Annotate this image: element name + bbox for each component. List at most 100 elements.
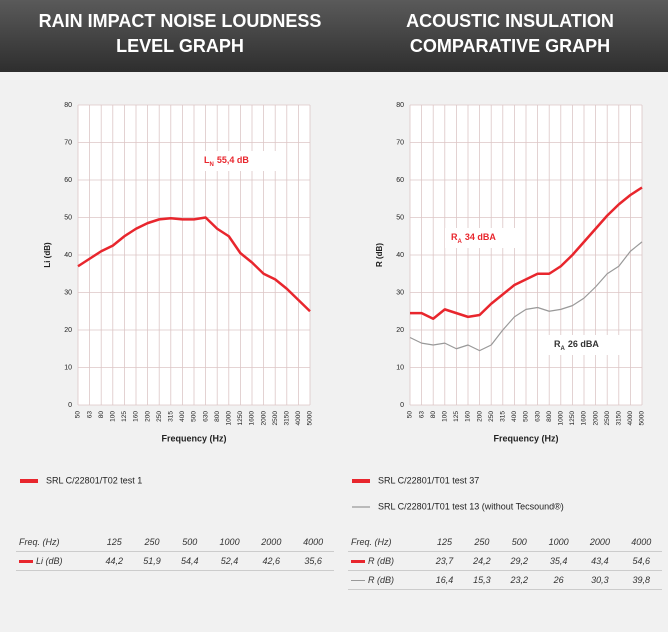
x-tick-label: 3150 — [616, 411, 623, 426]
x-tick-label: 125 — [453, 411, 460, 422]
table-header: Freq. (Hz) 125 250 500 1000 2000 4000 — [16, 533, 334, 552]
annotation-box — [445, 228, 525, 248]
cell: 43,4 — [579, 551, 621, 571]
cell: 42,6 — [250, 551, 293, 571]
y-tick-label: 80 — [64, 102, 72, 109]
row-label: R (dB) — [368, 556, 395, 566]
y-tick-label: 60 — [64, 177, 72, 184]
x-tick-label: 125 — [121, 411, 128, 422]
header-cell: 2000 — [250, 533, 293, 552]
x-tick-label: 100 — [110, 411, 117, 422]
header-cell: 1000 — [208, 533, 251, 552]
cell: 23,7 — [425, 551, 464, 571]
x-tick-label: 80 — [430, 411, 437, 419]
annotation-rest: 55,4 dB — [217, 155, 250, 165]
x-tick-label: 1600 — [581, 411, 588, 426]
x-tick-label: 4000 — [627, 411, 634, 426]
y-tick-label: 20 — [64, 327, 72, 334]
header-cell: 4000 — [292, 533, 334, 552]
y-tick-label: 70 — [396, 139, 404, 146]
x-tick-label: 250 — [488, 411, 495, 422]
header-label: Freq. (Hz) — [16, 533, 96, 552]
table-row: R (dB) 23,7 24,2 29,2 35,4 43,4 54,6 — [348, 551, 662, 571]
annotation-main: R — [554, 339, 561, 349]
x-tick-label: 4000 — [295, 411, 302, 426]
data-table: Freq. (Hz) 125 250 500 1000 2000 4000 R (dB) 23,… — [348, 533, 662, 590]
chart-title: COMPARATIVE GRAPH — [410, 36, 610, 56]
x-tick-label: 63 — [86, 411, 93, 419]
cell: 54,6 — [620, 551, 662, 571]
header-cell: 4000 — [620, 533, 662, 552]
y-tick-label: 40 — [64, 252, 72, 259]
data-table: Freq. (Hz) 125 250 500 1000 2000 4000 Li (dB) 44… — [16, 533, 334, 571]
x-tick-label: 400 — [511, 411, 518, 422]
x-tick-label: 630 — [534, 411, 541, 422]
annotation-sub: N — [210, 162, 214, 168]
series-line — [77, 216, 311, 313]
y-tick-label: 0 — [400, 402, 404, 409]
x-tick-label: 1250 — [237, 411, 244, 426]
annotation-sub: A — [561, 346, 566, 352]
row-marker — [351, 560, 365, 564]
x-tick-label: 3150 — [284, 411, 291, 426]
cell: 15,3 — [463, 570, 501, 590]
x-tick-label: 5000 — [639, 411, 646, 426]
x-tick-label: 50 — [75, 411, 82, 419]
x-tick-label: 500 — [191, 411, 198, 422]
header-cell: 2000 — [579, 533, 621, 552]
cell: 30,3 — [579, 570, 621, 590]
cell: 54,4 — [170, 551, 209, 571]
annotation-main: R — [451, 232, 458, 242]
cell: 23,2 — [500, 570, 538, 590]
series-line — [410, 186, 643, 320]
x-tick-label: 2500 — [272, 411, 279, 426]
header-cell: 500 — [500, 533, 538, 552]
x-tick-label: 630 — [202, 411, 209, 422]
x-tick-label: 160 — [465, 411, 472, 422]
x-tick-label: 1000 — [558, 411, 565, 426]
x-tick-label: 200 — [476, 411, 483, 422]
y-tick-label: 50 — [64, 214, 72, 221]
legend-label: SRL C/22801/T01 test 37 — [378, 475, 479, 485]
x-tick-label: 63 — [418, 411, 425, 419]
cell: 26 — [537, 570, 580, 590]
x-tick-label: 2000 — [592, 411, 599, 426]
y-tick-label: 50 — [396, 214, 404, 221]
cell: 35,4 — [537, 551, 580, 571]
header-cell: 250 — [463, 533, 501, 552]
x-tick-label: 2000 — [260, 411, 267, 426]
cell: 35,6 — [292, 551, 334, 571]
cell: 52,4 — [208, 551, 251, 571]
x-tick-label: 800 — [546, 411, 553, 422]
annotation-box — [548, 335, 628, 355]
legend-label: SRL C/22801/T01 test 13 (without Tecsoun… — [378, 501, 564, 511]
row-label-cell: Li (dB) — [16, 551, 96, 571]
x-tick-label: 500 — [523, 411, 530, 422]
x-axis-label: Frequency (Hz) — [493, 433, 558, 443]
header-cell: 125 — [95, 533, 134, 552]
y-tick-label: 30 — [64, 289, 72, 296]
annotation-rest: 34 dBA — [465, 232, 497, 242]
y-axis-label: Li (dB) — [43, 242, 52, 268]
y-tick-label: 70 — [64, 139, 72, 146]
y-tick-label: 40 — [396, 252, 404, 259]
x-tick-label: 315 — [168, 411, 175, 422]
x-tick-label: 800 — [214, 411, 221, 422]
header-cell: 1000 — [537, 533, 580, 552]
y-tick-label: 10 — [396, 364, 404, 371]
chart-title: RAIN IMPACT NOISE LOUDNESS — [39, 11, 322, 31]
row-label: Li (dB) — [36, 556, 63, 566]
table-row: R (dB) 16,4 15,3 23,2 26 30,3 39,8 — [348, 570, 662, 590]
x-axis-label: Frequency (Hz) — [161, 433, 226, 443]
chart-title: ACOUSTIC INSULATION — [406, 11, 614, 31]
annotation-sub: A — [458, 239, 463, 245]
x-tick-label: 50 — [407, 411, 414, 419]
cell: 16,4 — [425, 570, 464, 590]
x-tick-label: 5000 — [307, 411, 314, 426]
annotation: LN 55,4 dB — [204, 155, 249, 167]
x-tick-label: 160 — [133, 411, 140, 422]
cell: 51,9 — [133, 551, 171, 571]
chart-title: LEVEL GRAPH — [116, 36, 244, 56]
y-tick-label: 10 — [64, 364, 72, 371]
